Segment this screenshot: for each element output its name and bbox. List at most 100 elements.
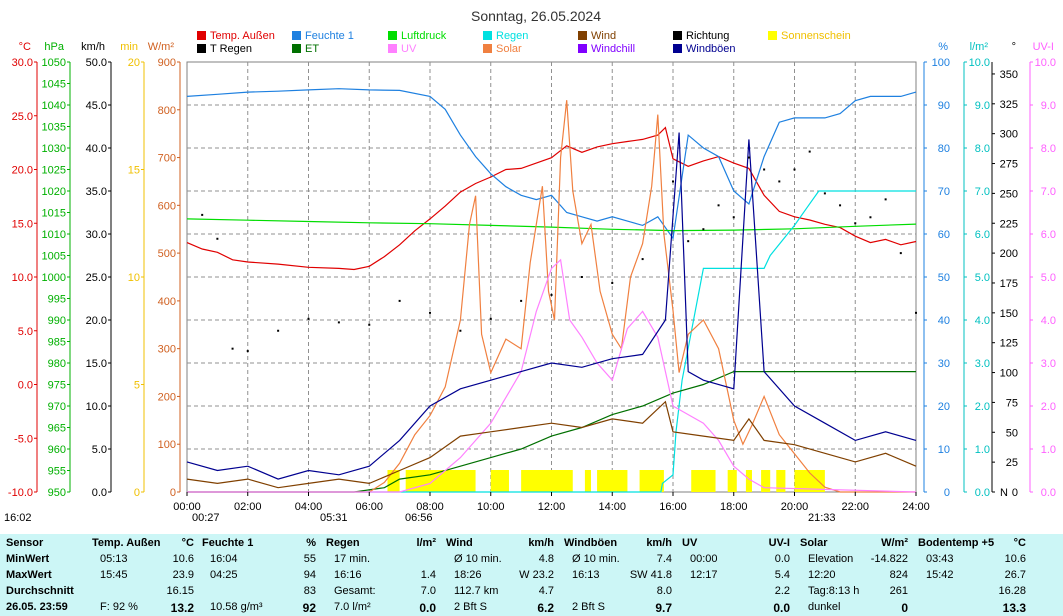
sunshine-bar xyxy=(597,470,628,492)
x-tick-label: 16:00 xyxy=(659,501,687,513)
axis-zero-label: N xyxy=(1000,487,1008,499)
stats-label: 17 min. xyxy=(334,553,371,565)
stats-header: UV UV-I xyxy=(682,537,794,552)
series-point-richtung xyxy=(869,216,872,219)
axis-tick-label-left: 1025 xyxy=(42,165,66,177)
axis-tick-label-left: 1015 xyxy=(42,208,66,220)
axis-tick-label-right: 80 xyxy=(938,143,950,155)
axis-tick-label-left: 45.0 xyxy=(86,100,107,112)
stats-header: Bodentemp +5 °C xyxy=(918,537,1030,552)
sunshine-bar xyxy=(727,470,737,492)
x-tick-label: 20:00 xyxy=(781,501,809,513)
series-point-richtung xyxy=(717,204,720,207)
series-point-richtung xyxy=(687,240,690,243)
axis-tick-label-right: 10.0 xyxy=(969,57,990,69)
axis-tick-label-left: 25.0 xyxy=(86,272,107,284)
axis-tick-label-left: 1035 xyxy=(42,122,66,134)
series-point-richtung xyxy=(368,323,371,326)
legend-label: Windchill xyxy=(591,43,635,55)
stats-value: 23.9 xyxy=(172,569,194,581)
legend-swatch xyxy=(673,31,682,40)
time-marker: 21:33 xyxy=(808,512,836,524)
stats-column: UV UV-I 00:00 0.0 12:17 5.4 2.2 0.0 xyxy=(682,534,794,616)
axis-tick-label-left: 50.0 xyxy=(86,57,107,69)
axis-tick-label-left: 5.0 xyxy=(92,444,107,456)
chart-title: Sonntag, 26.05.2024 xyxy=(471,8,601,24)
axis-tick-label-right: 10.0 xyxy=(1035,57,1056,69)
axis-unit-left: °C xyxy=(19,41,31,53)
series-point-richtung xyxy=(641,258,644,261)
axis-tick-label-right: 8.0 xyxy=(975,143,990,155)
axis-tick-label-left: 1045 xyxy=(42,79,66,91)
stats-row: 8.0 xyxy=(564,585,676,600)
axis-tick-label-left: 5 xyxy=(134,380,140,392)
legend-label: Richtung xyxy=(686,30,729,42)
stats-header-title: UV xyxy=(682,537,698,549)
stats-row: 16:04 55 xyxy=(202,553,320,568)
legend-label: ET xyxy=(305,43,319,55)
axis-tick-label-right: 4.0 xyxy=(1041,315,1056,327)
axis-tick-label-left: 300 xyxy=(158,344,176,356)
axis-tick-label-right: 350 xyxy=(1000,69,1018,81)
stats-label: 12:17 xyxy=(690,569,718,581)
x-tick-label: 00:00 xyxy=(173,501,201,513)
x-tick-label: 02:00 xyxy=(234,501,262,513)
legend-swatch xyxy=(292,44,301,53)
stats-value: 4.8 xyxy=(538,553,554,565)
legend-swatch xyxy=(197,44,206,53)
x-tick-label: 12:00 xyxy=(538,501,566,513)
series-point-richtung xyxy=(732,216,735,219)
stats-row: 15:42 26.7 xyxy=(918,569,1030,584)
axis-tick-label-right: 2.0 xyxy=(1041,401,1056,413)
x-tick-label: 08:00 xyxy=(416,501,444,513)
axis-tick-label-left: 1010 xyxy=(42,229,66,241)
stats-value: 13.3 xyxy=(1002,601,1026,615)
stats-value: 10.6 xyxy=(1004,553,1026,565)
stats-value: 55 xyxy=(303,553,316,565)
axis-tick-label-right: 7.0 xyxy=(975,186,990,198)
stats-label: MinWert xyxy=(6,553,50,565)
axis-tick-label-right: 175 xyxy=(1000,278,1018,290)
stats-label: 2 Bft S xyxy=(572,601,606,613)
stats-row: dunkel 0 xyxy=(800,601,912,616)
stats-row: 13.3 xyxy=(918,601,1030,616)
stats-value: 8.0 xyxy=(656,585,672,597)
stats-value: -14.822 xyxy=(870,553,908,565)
axis-tick-label-left: 990 xyxy=(48,315,66,327)
sunshine-bar xyxy=(794,470,825,492)
series-point-richtung xyxy=(702,228,705,231)
stats-label: 7.0 l/m² xyxy=(334,601,371,613)
stats-value: 261 xyxy=(889,585,908,597)
axis-tick-label-left: 1030 xyxy=(42,143,66,155)
stats-label: 04:25 xyxy=(210,569,238,581)
axis-tick-label-left: 1040 xyxy=(42,100,66,112)
series-point-richtung xyxy=(899,252,902,255)
stats-header-title: Temp. Außen xyxy=(92,537,161,549)
stats-row: Elevation -14.822 xyxy=(800,553,912,568)
series-point-richtung xyxy=(429,311,431,314)
axis-unit-left: km/h xyxy=(81,41,105,53)
stats-column: Regen l/m² 17 min. 16:16 1.4 Gesamt: 7.0 7.0 l/… xyxy=(326,534,440,616)
stats-header-title: Wind xyxy=(446,537,473,549)
axis-tick-label-left: -10.0 xyxy=(8,487,33,499)
stats-value: 16.15 xyxy=(166,585,194,597)
legend-swatch xyxy=(292,31,301,40)
series-point-richtung xyxy=(884,198,887,201)
legend-label: Luftdruck xyxy=(401,30,447,42)
legend-label: Regen xyxy=(496,30,528,42)
series-point-richtung xyxy=(277,329,280,332)
stats-row: 16.15 xyxy=(92,585,198,600)
time-marker: 05:31 xyxy=(320,512,348,524)
series-point-richtung xyxy=(763,168,766,171)
stats-row: 2 Bft S 9.7 xyxy=(564,601,676,616)
stats-row: MinWert xyxy=(6,553,90,568)
legend-label: Temp. Außen xyxy=(210,30,275,42)
axis-tick-label-left: 1020 xyxy=(42,186,66,198)
series-point-richtung xyxy=(216,237,219,240)
axis-tick-label-left: 10.0 xyxy=(86,401,107,413)
axis-tick-label-right: 275 xyxy=(1000,159,1018,171)
sunshine-bar xyxy=(639,470,664,492)
sunshine-bar xyxy=(776,470,786,492)
axis-tick-label-right: 9.0 xyxy=(1041,100,1056,112)
sunshine-bar xyxy=(584,470,591,492)
